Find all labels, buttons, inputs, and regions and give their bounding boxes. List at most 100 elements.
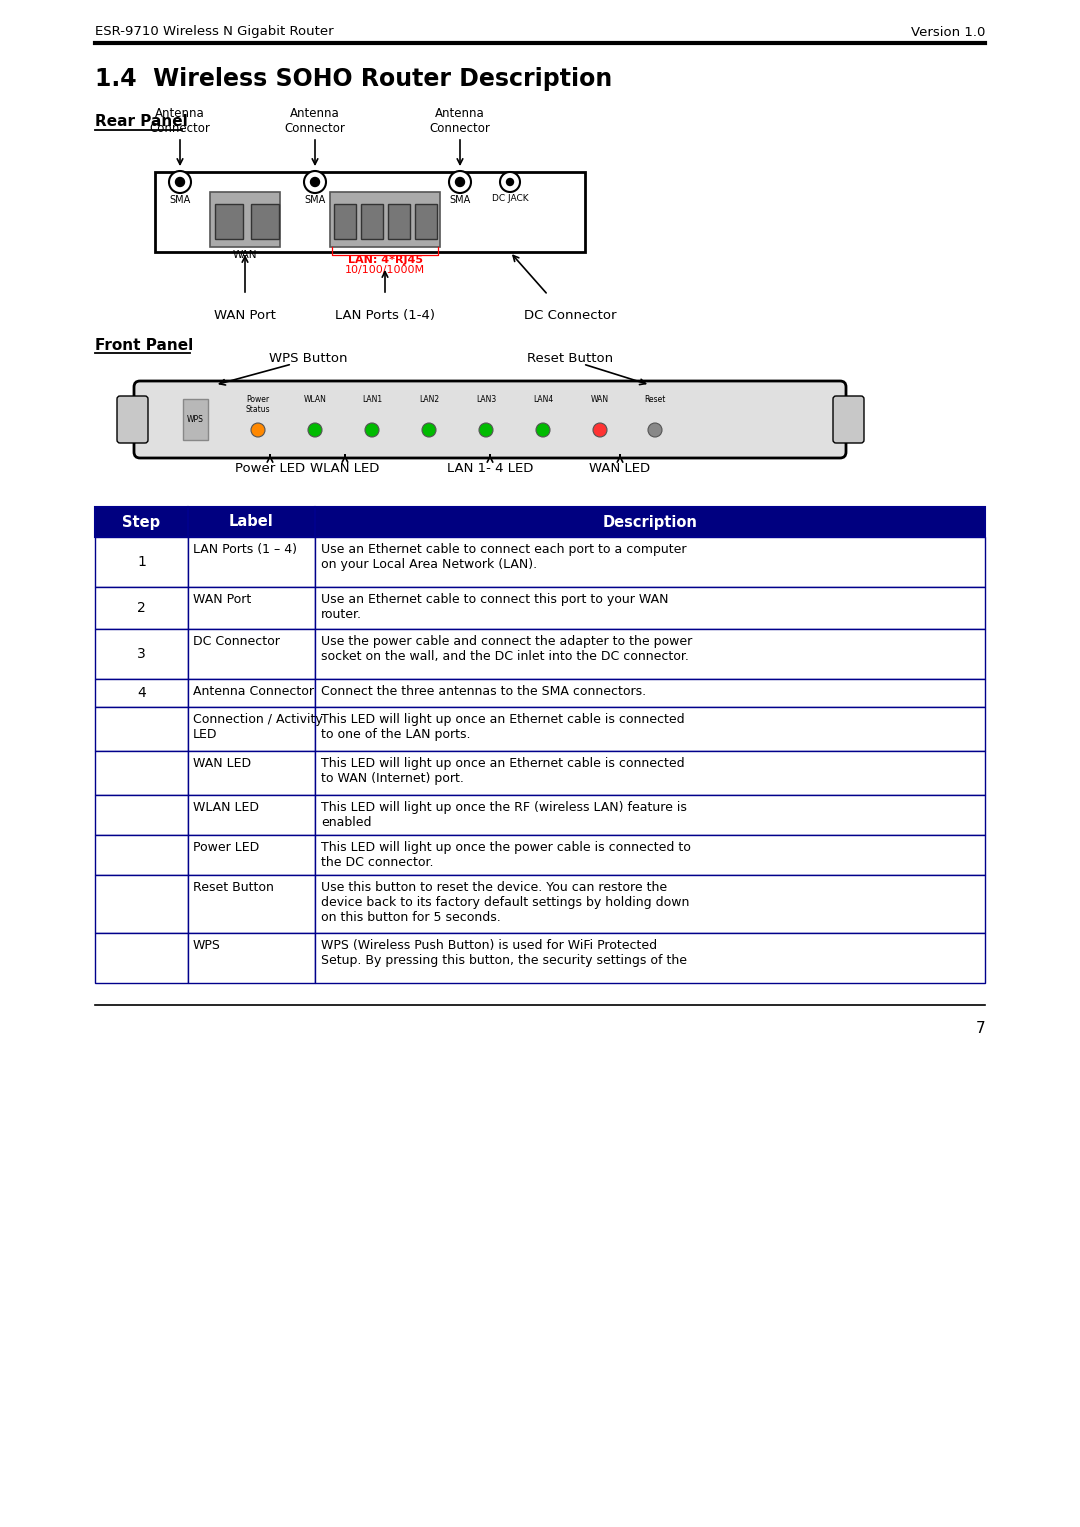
- Bar: [183, 399, 208, 440]
- Bar: [315, 680, 985, 707]
- Circle shape: [175, 177, 185, 186]
- Bar: [188, 507, 315, 538]
- Text: Reset Button: Reset Button: [527, 353, 613, 365]
- Text: Antenna
Connector: Antenna Connector: [284, 107, 346, 134]
- Bar: [251, 205, 279, 240]
- Text: WAN: WAN: [591, 395, 609, 405]
- Text: Power LED: Power LED: [193, 841, 259, 854]
- Bar: [315, 875, 985, 933]
- Circle shape: [449, 171, 471, 192]
- Bar: [95, 629, 188, 680]
- Text: Description: Description: [603, 515, 698, 530]
- Bar: [95, 707, 188, 751]
- Text: 7: 7: [975, 1022, 985, 1035]
- Circle shape: [593, 423, 607, 437]
- Circle shape: [168, 171, 191, 192]
- Circle shape: [480, 423, 492, 437]
- Text: WPS: WPS: [193, 939, 221, 951]
- Text: WAN Port: WAN Port: [214, 308, 275, 322]
- Text: SMA: SMA: [170, 195, 191, 205]
- Text: SMA: SMA: [449, 195, 471, 205]
- Text: 1.4  Wireless SOHO Router Description: 1.4 Wireless SOHO Router Description: [95, 67, 612, 92]
- Bar: [95, 538, 188, 586]
- Text: WPS: WPS: [187, 415, 204, 425]
- Text: Antenna Connector: Antenna Connector: [193, 686, 314, 698]
- Bar: [315, 707, 985, 751]
- Text: Version 1.0: Version 1.0: [910, 26, 985, 38]
- Bar: [188, 835, 315, 875]
- Circle shape: [507, 179, 513, 185]
- Text: Rear Panel: Rear Panel: [95, 115, 188, 130]
- Bar: [188, 875, 315, 933]
- Bar: [188, 707, 315, 751]
- Text: WAN: WAN: [233, 250, 257, 260]
- Circle shape: [311, 177, 320, 186]
- Bar: [315, 586, 985, 629]
- Text: WLAN LED: WLAN LED: [310, 463, 380, 475]
- Text: LAN: 4*RJ45: LAN: 4*RJ45: [348, 255, 422, 266]
- Circle shape: [456, 177, 464, 186]
- Circle shape: [365, 423, 379, 437]
- Bar: [188, 680, 315, 707]
- Text: 3: 3: [137, 647, 146, 661]
- Bar: [215, 205, 243, 240]
- Text: WAN LED: WAN LED: [590, 463, 650, 475]
- Bar: [188, 586, 315, 629]
- Bar: [315, 933, 985, 983]
- Text: DC JACK: DC JACK: [491, 194, 528, 203]
- Bar: [95, 751, 188, 796]
- Text: Antenna
Connector: Antenna Connector: [430, 107, 490, 134]
- Bar: [95, 875, 188, 933]
- Bar: [188, 538, 315, 586]
- Bar: [388, 205, 410, 240]
- FancyBboxPatch shape: [117, 395, 148, 443]
- FancyBboxPatch shape: [833, 395, 864, 443]
- Text: LAN1: LAN1: [362, 395, 382, 405]
- Text: LAN Ports (1 – 4): LAN Ports (1 – 4): [193, 544, 297, 556]
- Text: This LED will light up once the power cable is connected to
the DC connector.: This LED will light up once the power ca…: [321, 841, 691, 869]
- Circle shape: [648, 423, 662, 437]
- Text: WLAN LED: WLAN LED: [193, 802, 259, 814]
- Text: WAN Port: WAN Port: [193, 592, 252, 606]
- Text: WLAN: WLAN: [303, 395, 326, 405]
- Text: Power
Status: Power Status: [245, 395, 270, 414]
- Bar: [330, 192, 440, 247]
- Text: 2: 2: [137, 602, 146, 615]
- Text: SMA: SMA: [305, 195, 326, 205]
- Text: ESR-9710 Wireless N Gigabit Router: ESR-9710 Wireless N Gigabit Router: [95, 26, 334, 38]
- Bar: [95, 835, 188, 875]
- Bar: [315, 538, 985, 586]
- Text: Use an Ethernet cable to connect this port to your WAN
router.: Use an Ethernet cable to connect this po…: [321, 592, 669, 621]
- Text: LAN4: LAN4: [532, 395, 553, 405]
- Bar: [315, 796, 985, 835]
- Text: Use the power cable and connect the adapter to the power
socket on the wall, and: Use the power cable and connect the adap…: [321, 635, 692, 663]
- Text: Reset: Reset: [645, 395, 665, 405]
- FancyBboxPatch shape: [134, 382, 846, 458]
- Text: Antenna
Connector: Antenna Connector: [149, 107, 211, 134]
- Bar: [334, 205, 356, 240]
- Circle shape: [536, 423, 550, 437]
- Circle shape: [500, 173, 519, 192]
- Text: DC Connector: DC Connector: [524, 308, 617, 322]
- Bar: [415, 205, 437, 240]
- Text: Connection / Activity
LED: Connection / Activity LED: [193, 713, 323, 741]
- Circle shape: [308, 423, 322, 437]
- Bar: [156, 173, 585, 252]
- Text: 10/100/1000M: 10/100/1000M: [345, 266, 426, 275]
- Text: Use this button to reset the device. You can restore the
device back to its fact: Use this button to reset the device. You…: [321, 881, 689, 924]
- Text: 4: 4: [137, 686, 146, 699]
- Text: DC Connector: DC Connector: [193, 635, 280, 647]
- Bar: [188, 751, 315, 796]
- Text: This LED will light up once an Ethernet cable is connected
to WAN (Internet) por: This LED will light up once an Ethernet …: [321, 757, 685, 785]
- Bar: [315, 835, 985, 875]
- Text: Use an Ethernet cable to connect each port to a computer
on your Local Area Netw: Use an Ethernet cable to connect each po…: [321, 544, 687, 571]
- Text: LAN Ports (1-4): LAN Ports (1-4): [335, 308, 435, 322]
- Text: 1: 1: [137, 554, 146, 570]
- Bar: [315, 507, 985, 538]
- Text: WPS (Wireless Push Button) is used for WiFi Protected
Setup. By pressing this bu: WPS (Wireless Push Button) is used for W…: [321, 939, 687, 967]
- Text: LAN2: LAN2: [419, 395, 440, 405]
- Text: This LED will light up once the RF (wireless LAN) feature is
enabled: This LED will light up once the RF (wire…: [321, 802, 687, 829]
- Bar: [95, 507, 188, 538]
- Text: Reset Button: Reset Button: [193, 881, 274, 893]
- Text: Label: Label: [229, 515, 274, 530]
